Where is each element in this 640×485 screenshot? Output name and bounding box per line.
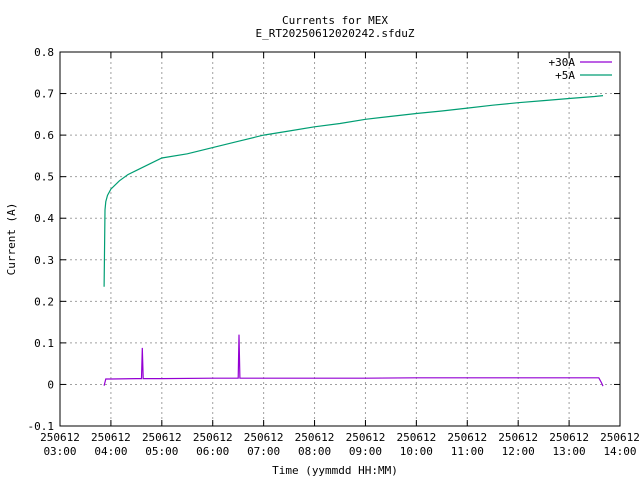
x-tick-label-time: 07:00 [247, 445, 280, 458]
y-tick-label: 0.8 [34, 46, 54, 59]
data-layer [103, 95, 604, 387]
series-line-30a [103, 334, 604, 387]
x-tick-label-date: 250612 [193, 431, 233, 444]
grid-layer [60, 52, 620, 426]
y-tick-label: 0.3 [34, 254, 54, 267]
x-axis-label: Time (yymmdd HH:MM) [272, 464, 398, 477]
y-tick-label: 0.2 [34, 295, 54, 308]
y-tick-label: 0 [47, 378, 54, 391]
x-tick-label-date: 250612 [600, 431, 640, 444]
y-tick-label: 0.5 [34, 171, 54, 184]
x-tick-label-date: 250612 [295, 431, 335, 444]
x-tick-label-time: 10:00 [400, 445, 433, 458]
x-tick-label-time: 06:00 [196, 445, 229, 458]
y-tick-label: 0.7 [34, 88, 54, 101]
x-tick-label-time: 09:00 [349, 445, 382, 458]
y-tick-label: 0.6 [34, 129, 54, 142]
y-tick-label: -0.1 [28, 420, 55, 433]
x-tick-label-time: 13:00 [553, 445, 586, 458]
x-tick-label-time: 12:00 [502, 445, 535, 458]
x-tick-label-time: 08:00 [298, 445, 331, 458]
plot-frame [59, 51, 621, 427]
x-tick-label-date: 250612 [244, 431, 284, 444]
legend: +30A +5A [549, 56, 612, 82]
x-tick-label-date: 250612 [447, 431, 487, 444]
x-tick-label-time: 03:00 [43, 445, 76, 458]
x-tick-label-date: 250612 [396, 431, 436, 444]
x-tick-label-date: 250612 [142, 431, 182, 444]
x-tick-label-date: 250612 [40, 431, 80, 444]
y-axis-label: Current (A) [5, 203, 18, 276]
series-line-5a [103, 95, 604, 287]
legend-label-5a: +5A [555, 69, 575, 82]
x-tick-label-time: 04:00 [94, 445, 127, 458]
x-tick-label-time: 14:00 [603, 445, 636, 458]
chart-title: Currents for MEX [282, 14, 388, 27]
legend-label-30a: +30A [549, 56, 576, 69]
axis-layer: -0.100.10.20.30.40.50.60.70.825061203:00… [28, 46, 640, 458]
x-tick-label-date: 250612 [549, 431, 589, 444]
y-tick-label: 0.4 [34, 212, 54, 225]
x-tick-label-time: 11:00 [451, 445, 484, 458]
x-tick-label-time: 05:00 [145, 445, 178, 458]
x-tick-label-date: 250612 [498, 431, 538, 444]
chart-subtitle: E_RT20250612020242.sfduZ [256, 27, 415, 40]
y-tick-label: 0.1 [34, 337, 54, 350]
x-tick-label-date: 250612 [91, 431, 131, 444]
x-tick-label-date: 250612 [346, 431, 386, 444]
